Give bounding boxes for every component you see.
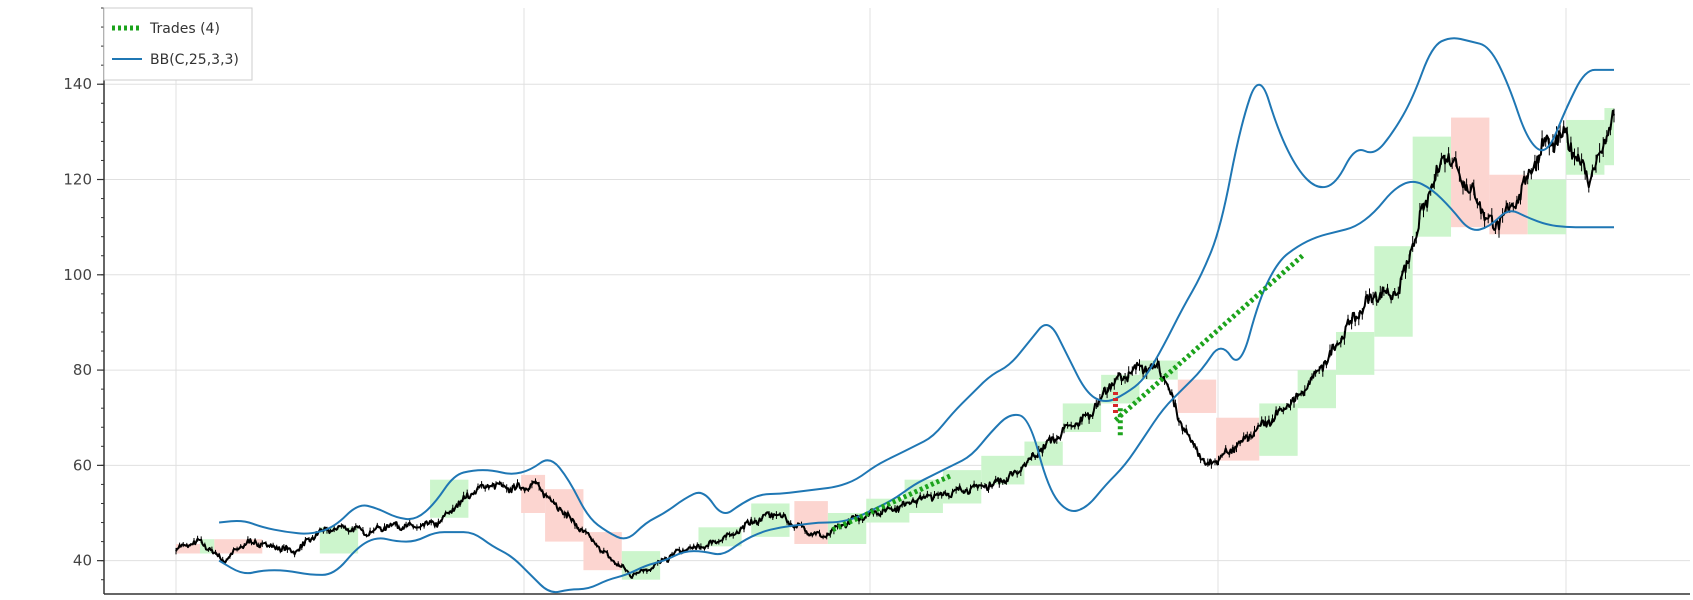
- trade-line: [831, 472, 954, 532]
- ohlc-block-up: [1024, 441, 1063, 466]
- ohlc-block-down: [521, 474, 546, 514]
- price-line: [175, 109, 1615, 579]
- ohlc-block-down: [1177, 379, 1217, 413]
- bollinger-lower-band: [218, 180, 1614, 594]
- legend: Trades (4) BB(C,25,3,3): [103, 7, 253, 81]
- y-tick-label: 80: [73, 361, 92, 379]
- ohlc-block-down: [176, 543, 200, 554]
- ohlc-block-up: [698, 527, 742, 547]
- ohlc-block-down: [214, 539, 263, 554]
- legend-label: Trades (4): [149, 21, 220, 37]
- bollinger-bands: [218, 37, 1614, 594]
- ohlc-block-up: [1604, 108, 1614, 166]
- y-tick-label: 40: [73, 552, 92, 570]
- ohlc-block-up: [981, 455, 1025, 485]
- ohlc-block-up: [1297, 370, 1336, 409]
- ohlc-block-up: [1566, 119, 1605, 175]
- price-series: [175, 108, 1615, 579]
- y-tick-label: 100: [63, 266, 92, 284]
- ohlc-block-up: [751, 503, 790, 537]
- trade-lines: [831, 253, 1305, 532]
- legend-box: [103, 7, 253, 81]
- y-tick-label: 60: [73, 456, 92, 474]
- bollinger-upper-band: [219, 37, 1614, 540]
- legend-label: BB(C,25,3,3): [150, 52, 239, 68]
- y-tick-label: 120: [63, 171, 92, 189]
- axes: 40 60 80 100 120 140: [63, 7, 1690, 595]
- y-tick-label: 140: [63, 75, 92, 93]
